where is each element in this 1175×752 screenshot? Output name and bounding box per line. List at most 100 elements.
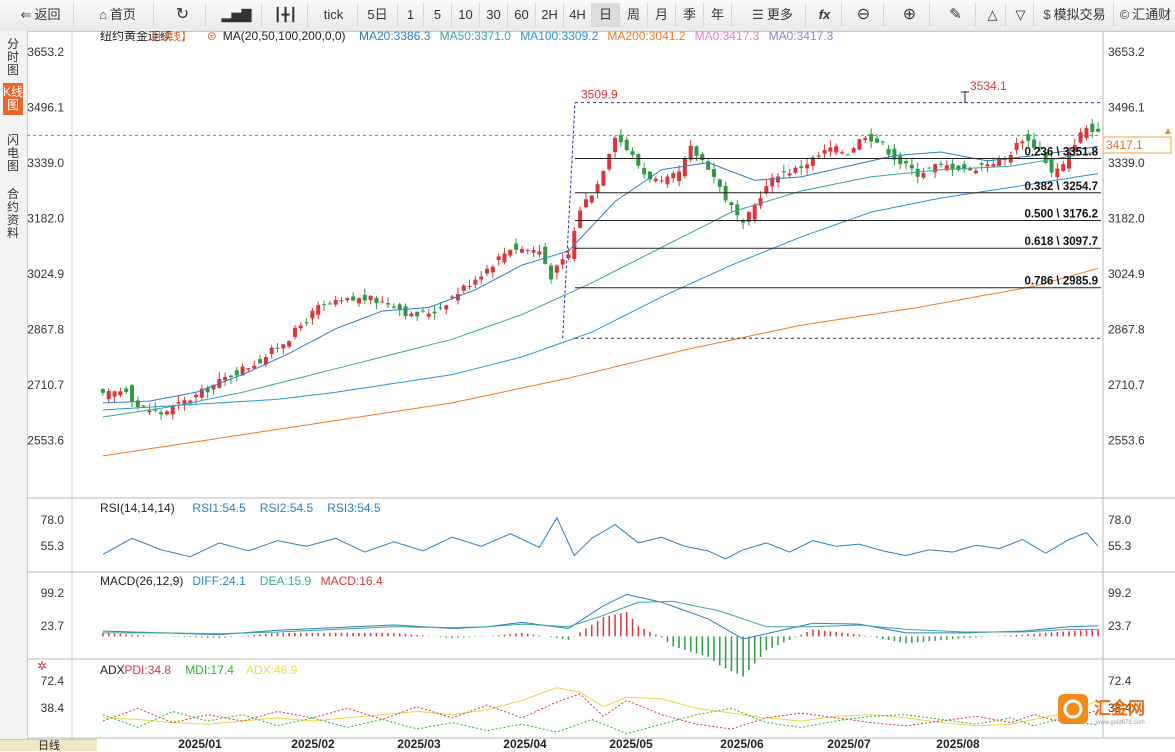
candle-body-10 — [159, 412, 164, 415]
sidebar-tab-2[interactable]: 闪电图 — [6, 133, 19, 173]
candle-body-32 — [287, 341, 292, 347]
formula-button[interactable]: fx — [808, 3, 842, 27]
period-8-button[interactable]: 4H — [564, 3, 592, 27]
home-button[interactable]: ⌂ 首页 — [82, 3, 154, 27]
candle-body-33 — [292, 327, 297, 338]
candle-body-3 — [118, 391, 123, 396]
candle-body-164 — [1055, 168, 1060, 178]
more-button[interactable]: ☰ 更多 — [740, 3, 806, 27]
period-5-button[interactable]: 30 — [480, 3, 508, 27]
draw-button[interactable]: ✎ — [936, 3, 976, 27]
candle-body-1 — [106, 390, 111, 400]
candle-body-116 — [776, 176, 781, 183]
triangle-up-button[interactable]: △ — [980, 3, 1006, 27]
period-7-button[interactable]: 2H — [536, 3, 564, 27]
candle-body-112 — [752, 204, 757, 220]
y-tick-left-0-6: 2710.7 — [27, 378, 64, 392]
x-tick-3: 2025/04 — [503, 737, 547, 751]
period-10-button[interactable]: 周 — [620, 3, 648, 27]
legend-2-2: MACD:16.4 — [321, 574, 383, 588]
candle-body-163 — [1049, 159, 1054, 173]
refresh-button[interactable]: ↻ — [160, 3, 206, 27]
sidebar-tab-0[interactable]: 分时图 — [6, 37, 19, 77]
refresh-icon: ↻ — [175, 6, 190, 23]
indicator-settings-icon: ✲ — [37, 659, 47, 673]
period-6-button[interactable]: 60 — [508, 3, 536, 27]
zoom-in-button[interactable]: ⊕ — [890, 3, 930, 27]
last-price-box — [1102, 136, 1172, 154]
candle-body-138 — [904, 161, 909, 164]
period-4-button[interactable]: 10 — [452, 3, 480, 27]
candle-body-25 — [246, 368, 251, 370]
ma50-line — [102, 151, 1099, 418]
y-tick-right-3-1: 38.4 — [1108, 701, 1132, 715]
legend-0-2: MA100:3309.2 — [520, 31, 598, 43]
gold678-logo: 汇金网 www.gold678.com — [1056, 692, 1164, 730]
candle-body-120 — [799, 166, 804, 169]
candle-body-43 — [351, 296, 356, 301]
candle-body-122 — [810, 157, 815, 166]
bar-chart-button[interactable]: ▂▅▇ — [212, 3, 262, 27]
sim-trade-button[interactable]: $ 模拟交易 — [1036, 3, 1114, 27]
sidebar-tab-3[interactable]: 合约资料 — [6, 187, 19, 240]
candle-body-44 — [356, 298, 361, 304]
y-tick-left-0-0: 3653.2 — [27, 45, 64, 59]
fib-label-3: 0.618 \ 3097.7 — [1024, 236, 1098, 248]
candle-body-29 — [269, 347, 274, 354]
candle-body-108 — [729, 202, 734, 206]
high-annotation-2: 3534.1 — [970, 79, 1007, 93]
period-tag: 【日线】 — [145, 31, 193, 43]
candle-body-83 — [583, 199, 588, 208]
period-0-button[interactable]: tick — [310, 3, 358, 27]
y-tick-right-0-7: 2553.6 — [1108, 433, 1145, 447]
candle-body-31 — [281, 344, 286, 349]
period-11-button[interactable]: 月 — [648, 3, 676, 27]
chart-area[interactable]: 3653.2 3653.2 3496.1 3496.1 3339.0 3339.0 3182… — [27, 31, 1175, 751]
brand-button[interactable]: © 汇通财 — [1116, 3, 1175, 27]
candle-body-76 — [543, 246, 548, 265]
mdi-line — [102, 707, 1099, 735]
candle-body-111 — [746, 212, 751, 222]
timeframe-tab[interactable]: 日线 — [0, 739, 97, 752]
candle-body-88 — [613, 137, 618, 153]
period-2-button[interactable]: 1 — [398, 3, 424, 27]
sidebar-tab-1[interactable]: K线图 — [3, 83, 23, 115]
candle-body-36 — [310, 310, 315, 319]
x-tick-1: 2025/02 — [291, 737, 335, 751]
zoom-in-icon: ⊕ — [902, 6, 917, 23]
candle-body-72 — [519, 248, 524, 253]
candle-body-165 — [1061, 164, 1066, 171]
ma200-line — [102, 267, 1099, 457]
period-12-button[interactable]: 季 — [676, 3, 704, 27]
candle-body-79 — [560, 259, 565, 265]
triangle-down-button[interactable]: ▽ — [1008, 3, 1034, 27]
candle-body-114 — [764, 186, 769, 194]
candle-body-19 — [211, 384, 216, 390]
legend-3-1: MDI:17.4 — [185, 663, 234, 677]
candle-body-151 — [979, 163, 984, 165]
candlestick-button[interactable]: ┃╋┃ — [264, 3, 308, 27]
candlestick-icon: ┃╋┃ — [273, 7, 298, 22]
pencil-icon: ✎ — [949, 6, 962, 23]
candle-body-94 — [647, 171, 652, 180]
legend-3-0: PDI:34.8 — [124, 663, 171, 677]
back-button[interactable]: ⇐ 返回 — [8, 3, 74, 27]
last-price-label: 3417.1 — [1106, 138, 1143, 152]
period-1-button[interactable]: 5日 — [358, 3, 398, 27]
legend-1-2: RSI3:54.5 — [327, 501, 381, 515]
period-9-button[interactable]: 日 — [592, 3, 620, 27]
candle-body-106 — [717, 179, 722, 187]
y-tick-left-3-0: 72.4 — [41, 674, 65, 688]
candle-body-23 — [234, 370, 239, 376]
period-13-button[interactable]: 年 — [704, 3, 732, 27]
x-tick-6: 2025/07 — [827, 737, 871, 751]
candle-body-168 — [1078, 132, 1083, 143]
candle-body-0 — [100, 388, 105, 393]
period-3-button[interactable]: 5 — [424, 3, 452, 27]
zoom-out-icon: ⊖ — [856, 6, 871, 23]
candle-body-142 — [927, 167, 932, 169]
candle-body-136 — [892, 148, 897, 160]
zoom-out-button[interactable]: ⊖ — [844, 3, 884, 27]
candle-body-128 — [845, 154, 850, 156]
candle-body-16 — [194, 394, 199, 398]
